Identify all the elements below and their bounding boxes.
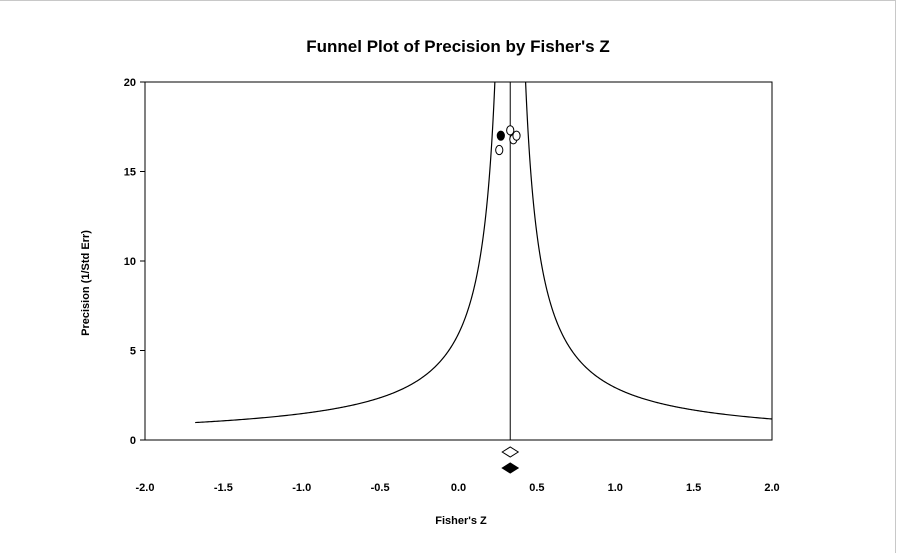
- x-tick-label: -1.5: [214, 482, 233, 494]
- x-tick-label: 1.0: [608, 482, 623, 494]
- study-point: [506, 125, 515, 136]
- y-axis-label: Precision (1/Std Err): [80, 230, 92, 336]
- y-tick-label: 20: [124, 77, 136, 89]
- imputed-study-point: [496, 130, 505, 141]
- x-tick-label: -0.5: [371, 482, 390, 494]
- adjusted-summary-diamond: [501, 462, 520, 474]
- funnel-right-curve: [524, 82, 772, 420]
- chart-title: Funnel Plot of Precision by Fisher's Z: [306, 37, 609, 56]
- y-tick-label: 10: [124, 256, 136, 268]
- funnel-left-curve: [195, 82, 496, 424]
- x-tick-label: 2.0: [764, 482, 779, 494]
- y-tick-label: 15: [124, 167, 136, 179]
- x-axis-label: Fisher's Z: [435, 515, 487, 527]
- study-point: [495, 144, 504, 156]
- y-tick-label: 0: [130, 435, 136, 447]
- y-tick-label: 5: [130, 346, 136, 358]
- x-tick-label: 0.0: [451, 482, 466, 494]
- observed-summary-diamond: [501, 446, 520, 458]
- plot-border: [144, 81, 773, 441]
- x-tick-label: 1.5: [686, 482, 701, 494]
- study-point: [512, 130, 521, 141]
- plot-area: 0 5 10 15 20 -2.0 -1.5 -1.0 -0.5 0.0 0.5 1.0 1.5 2.0: [124, 77, 780, 494]
- x-tick-label: -2.0: [136, 482, 155, 494]
- x-tick-label: -1.0: [292, 482, 311, 494]
- x-tick-label: 0.5: [529, 482, 544, 494]
